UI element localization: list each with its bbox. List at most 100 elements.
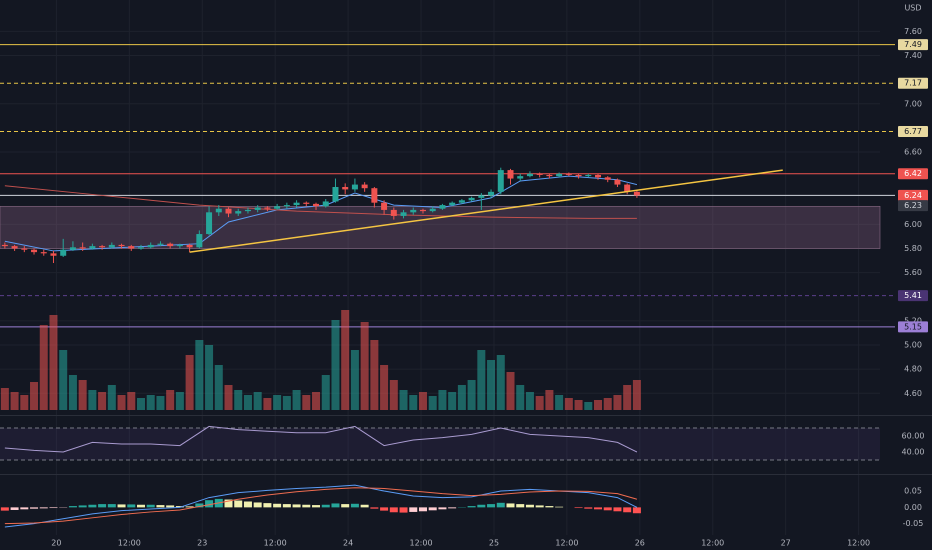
currency-label: USD — [904, 4, 921, 13]
macd-histogram-bar — [350, 503, 359, 508]
candle-body — [439, 205, 446, 209]
macd-histogram-bar — [136, 504, 145, 508]
candle-body — [468, 197, 475, 201]
macd-histogram-bar — [535, 505, 544, 508]
price-tag-label: 5.41 — [904, 291, 922, 300]
candle-body — [244, 209, 251, 212]
candle-body — [157, 243, 164, 245]
y-tick-label: 0.00 — [904, 503, 922, 512]
macd-histogram-bar — [205, 500, 214, 508]
price-tag-label: 6.77 — [904, 127, 922, 136]
volume-bar — [263, 398, 272, 410]
candle-body — [313, 203, 320, 207]
y-tick-label: 6.00 — [904, 220, 922, 229]
volume-bar — [224, 385, 233, 410]
volume-bar — [341, 310, 350, 410]
macd-histogram-bar — [175, 506, 184, 508]
volume-bar — [535, 396, 544, 410]
volume-bar — [20, 395, 29, 410]
volume-bar — [156, 396, 165, 410]
candle-body — [235, 211, 242, 214]
volume-bar — [146, 395, 155, 410]
macd-histogram-bar — [20, 507, 29, 510]
macd-histogram-bar — [107, 504, 116, 508]
candle-body — [458, 200, 465, 203]
candle-body — [595, 174, 602, 178]
volume-bar — [496, 355, 505, 410]
macd-histogram-bar — [234, 500, 243, 508]
candle-body — [196, 234, 203, 248]
candle-body — [254, 207, 261, 210]
price-tag — [898, 77, 928, 89]
candle-body — [342, 186, 349, 190]
candle-body — [206, 212, 213, 235]
candle-body — [585, 174, 592, 177]
macd-histogram-bar — [253, 502, 262, 508]
volume-bar — [613, 395, 622, 410]
candle-body — [507, 170, 514, 179]
x-tick-label: 24 — [343, 539, 353, 548]
macd-histogram-bar — [428, 507, 437, 511]
candle-body — [351, 184, 358, 190]
price-tag — [898, 189, 928, 201]
volume-bar — [467, 380, 476, 410]
candle-body — [60, 249, 67, 256]
volume-bar — [389, 380, 398, 410]
volume-bar — [205, 345, 214, 410]
x-tick-label: 12:00 — [847, 539, 870, 548]
macd-histogram-bar — [370, 507, 379, 509]
macd-histogram-bar — [243, 501, 252, 508]
macd-histogram-bar — [98, 504, 107, 508]
candle-body — [526, 173, 533, 177]
candle-body — [40, 252, 47, 254]
candle-body — [79, 247, 86, 249]
volume-bar — [30, 382, 39, 410]
volume-bar — [428, 396, 437, 410]
volume-bar — [564, 398, 573, 410]
x-tick-label: 26 — [635, 539, 645, 548]
volume-bar — [380, 365, 389, 410]
price-tag-label: 6.42 — [904, 169, 922, 178]
macd-histogram-bar — [584, 507, 593, 509]
y-tick-label: 4.60 — [904, 389, 922, 398]
candle-body — [50, 253, 57, 256]
candle-body — [556, 173, 563, 177]
rsi-line — [4, 425, 638, 453]
macd-histogram-bar — [185, 506, 194, 508]
volume-bar — [185, 355, 194, 410]
macd-histogram-bar — [506, 503, 515, 508]
y-tick-label: 40.00 — [902, 448, 925, 457]
candle-body — [624, 184, 631, 192]
price-tag-label: 6.24 — [904, 191, 922, 200]
volume-bar — [273, 395, 282, 410]
volume-bar — [136, 398, 145, 410]
macd-histogram-bar — [438, 507, 447, 510]
y-tick-label: 5.60 — [904, 268, 922, 277]
x-tick-label: 12:00 — [118, 539, 141, 548]
candle-body — [604, 177, 611, 180]
volume-bar — [49, 315, 58, 410]
macd-histogram-bar — [467, 506, 476, 508]
macd-histogram-bar — [632, 507, 641, 514]
volume-bar — [166, 390, 175, 410]
candle-body — [546, 174, 553, 177]
candle-body — [419, 209, 426, 212]
last-price-label: 6.23 — [904, 201, 922, 210]
volume-bar — [370, 340, 379, 410]
macd-histogram-bar — [292, 504, 301, 508]
macd-histogram-bar — [399, 507, 408, 513]
macd-histogram-bar — [360, 504, 369, 508]
macd-histogram-bar — [477, 504, 486, 508]
volume-bar — [457, 385, 466, 410]
volume-bar — [331, 320, 340, 410]
volume-bar — [234, 390, 243, 410]
trend-line — [189, 169, 783, 253]
x-tick-label: 12:00 — [410, 539, 433, 548]
volume-bar — [117, 395, 126, 410]
volume-bar — [594, 400, 603, 410]
macd-histogram-bar — [613, 507, 622, 512]
macd-histogram-bar — [389, 507, 398, 513]
macd-histogram-bar — [10, 507, 19, 510]
macd-histogram-bar — [166, 505, 175, 508]
candle-body — [21, 248, 28, 250]
